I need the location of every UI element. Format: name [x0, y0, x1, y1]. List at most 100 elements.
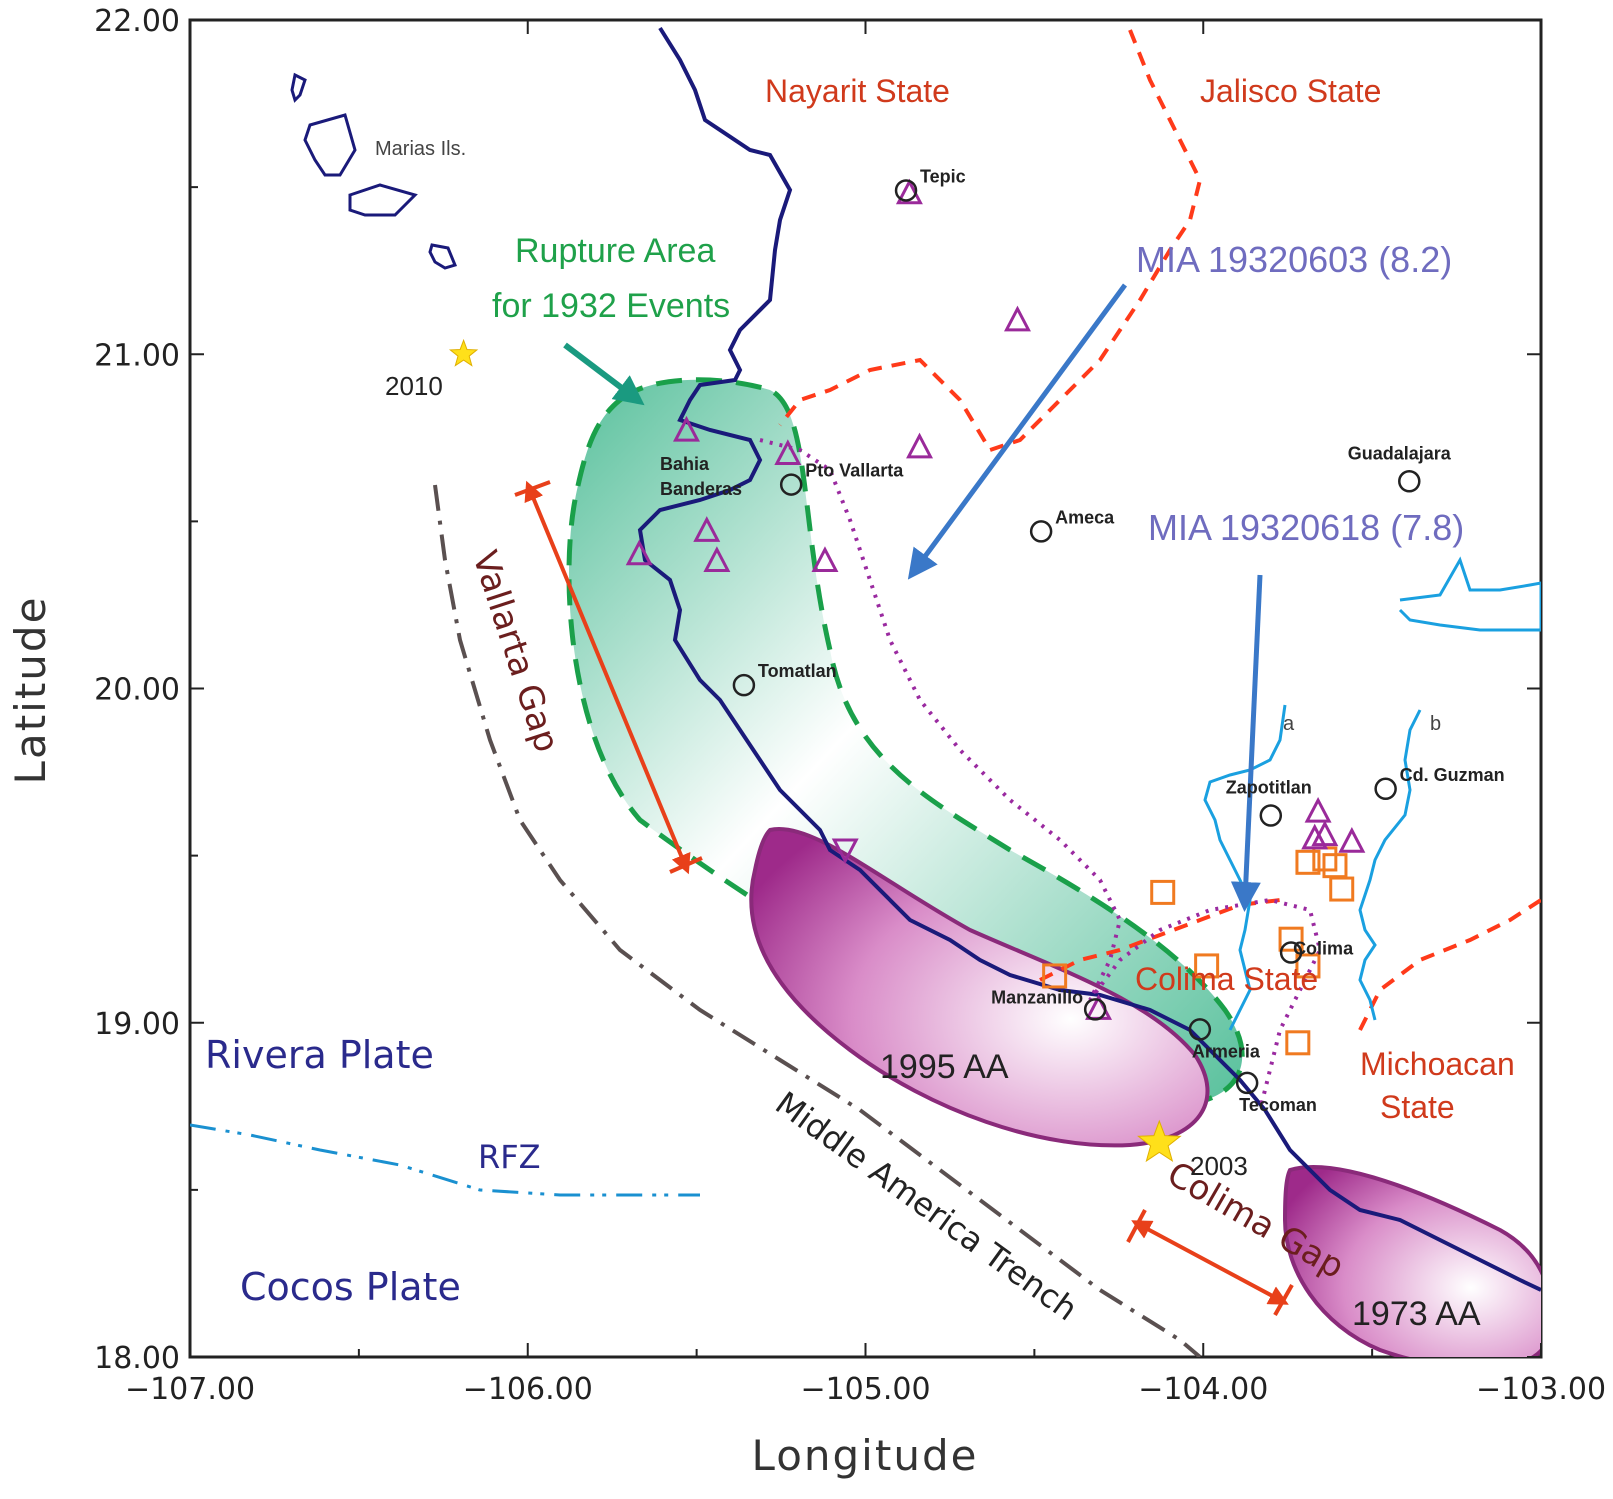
station-triangle [774, 439, 802, 466]
colima-gap-cap-left [1126, 1209, 1147, 1243]
station-triangle [625, 539, 653, 566]
marias-island-2 [303, 113, 357, 177]
square-marker [1329, 876, 1355, 902]
city-label: Tepic [920, 166, 966, 186]
cities-layer: Tepic Pto Vallarta Ameca Guadalajara Tomatla… [732, 166, 1505, 1115]
label-river-a: a [1283, 713, 1295, 735]
y-axis-title: Latitude [6, 596, 55, 785]
border-nayarit-jalisco [778, 29, 1203, 453]
vallarta-gap-cap-bottom [669, 856, 703, 874]
city-marker [1398, 470, 1421, 493]
square-marker [1285, 1030, 1311, 1056]
square-marker [1278, 926, 1304, 952]
colima-gap-cap-right [1273, 1284, 1294, 1316]
y-tick-label: 19.00 [94, 1007, 180, 1042]
x-tick-label: −104.00 [1138, 1372, 1268, 1407]
y-tick-label: 21.00 [94, 338, 180, 373]
city-label: Pto Vallarta [805, 461, 904, 481]
city-label: Zapotitlan [1226, 778, 1312, 798]
label-rivera-plate: Rivera Plate [205, 1033, 434, 1077]
mia2-arrow [1230, 574, 1263, 912]
middle-america-trench-line [433, 484, 1202, 1357]
city-marker [894, 179, 918, 202]
rupture-pointer-arrow [563, 342, 645, 406]
stars-layer [448, 338, 1182, 1163]
ticks-layer: −107.00 −106.00 −105.00 −104.00 −103.00 18.00… [94, 4, 1606, 1407]
station-triangle [693, 516, 721, 542]
station-triangle [1304, 796, 1332, 823]
rfz-line [190, 1123, 700, 1197]
label-1995-aa: 1995 AA [880, 1048, 1009, 1086]
label-rupture-2: for 1932 Events [492, 287, 730, 325]
city-label: Armeria [1192, 1041, 1261, 1061]
square-marker [1295, 849, 1321, 875]
label-michoacan-2: State [1380, 1089, 1455, 1125]
station-triangle [1338, 827, 1366, 853]
city-marker [1235, 1071, 1259, 1095]
city-label: Tomatlan [758, 661, 837, 681]
vallarta-gap-arrow [524, 480, 691, 875]
city-label: Tecoman [1239, 1095, 1317, 1115]
x-axis-title: Longitude [752, 1431, 979, 1480]
y-tick-label: 20.00 [94, 673, 180, 708]
label-cocos-plate: Cocos Plate [240, 1265, 461, 1309]
station-triangle [703, 546, 731, 572]
label-rupture-1: Rupture Area [515, 232, 715, 270]
city-label: Ameca [1055, 507, 1115, 527]
x-tick-label: −106.00 [463, 1372, 593, 1407]
plot-frame [188, 18, 1543, 1359]
x-tick-label: −105.00 [800, 1372, 930, 1407]
city-marker [1279, 941, 1303, 964]
label-mia2: MIA 19320618 (7.8) [1148, 507, 1464, 548]
epicenter-star-icon [1137, 1119, 1182, 1163]
label-colima-state: Colima State [1135, 961, 1318, 997]
y-tick-label: 18.00 [94, 1341, 180, 1376]
square-marker [1150, 879, 1176, 905]
x-tick-label: −103.00 [1476, 1372, 1606, 1407]
label-2010: 2010 [385, 371, 443, 401]
river-b [1358, 709, 1422, 1021]
epicenter-star-icon [448, 338, 479, 367]
city-marker [1188, 1018, 1212, 1041]
label-michoacan-1: Michoacan [1360, 1046, 1515, 1082]
label-rfz: RFZ [478, 1138, 541, 1176]
station-triangle [811, 546, 839, 572]
marias-island-4 [428, 243, 458, 270]
border-colima-1 [1039, 898, 1281, 982]
square-marker [1042, 963, 1068, 989]
station-triangle-down [831, 838, 859, 865]
square-marker [1295, 953, 1321, 979]
station-triangle [1301, 823, 1329, 850]
station-triangle [1004, 305, 1031, 332]
colima-gap-arrow [1131, 1220, 1289, 1305]
marias-island-1 [290, 72, 307, 103]
mia1-arrow [907, 283, 1128, 580]
city-marker [1029, 520, 1053, 543]
station-triangle [673, 415, 700, 442]
city-label: Manzanillo [991, 987, 1083, 1007]
city-marker [732, 673, 756, 697]
x-tick-label: −107.00 [125, 1372, 255, 1407]
label-bahia-2: Banderas [660, 479, 742, 499]
station-triangle [906, 432, 934, 459]
marias-island-3 [348, 183, 418, 217]
city-marker [1259, 804, 1283, 827]
triangles-layer [625, 178, 1366, 1020]
border-colima-2 [1358, 898, 1541, 1031]
label-marias: Marias Ils. [375, 138, 466, 160]
squares-layer [1042, 846, 1355, 1056]
label-2003: 2003 [1190, 1151, 1248, 1181]
river-north [1398, 556, 1541, 632]
city-label: Guadalajara [1348, 443, 1452, 463]
label-bahia-1: Bahia [660, 454, 710, 474]
label-mia1: MIA 19320603 (8.2) [1136, 239, 1452, 280]
station-triangle [1311, 820, 1339, 847]
vallarta-gap-cap-top [514, 480, 551, 497]
coastline [637, 26, 1541, 1292]
label-jalisco: Jalisco State [1200, 73, 1381, 109]
square-marker [1194, 953, 1220, 979]
city-label: Colima [1293, 939, 1354, 959]
label-river-b: b [1430, 713, 1441, 735]
city-marker [1374, 777, 1397, 801]
